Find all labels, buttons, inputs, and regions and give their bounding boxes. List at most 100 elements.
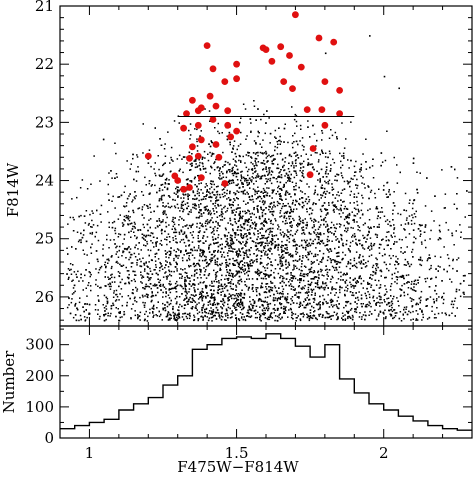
field-star	[349, 309, 352, 311]
field-star	[456, 307, 458, 309]
field-star	[274, 304, 276, 306]
field-star	[240, 280, 243, 283]
field-star	[272, 154, 275, 157]
field-star	[306, 291, 308, 293]
field-star	[121, 304, 124, 307]
field-star	[265, 157, 268, 159]
field-star	[345, 279, 348, 282]
field-star	[421, 259, 423, 262]
field-star	[244, 162, 246, 164]
field-star	[184, 312, 187, 315]
field-star	[140, 249, 142, 251]
field-star	[160, 198, 162, 200]
field-star	[158, 218, 160, 220]
field-star	[257, 242, 259, 245]
field-star	[198, 302, 200, 304]
field-star	[178, 231, 181, 234]
field-star	[168, 224, 170, 226]
field-star	[134, 300, 136, 302]
field-star	[264, 245, 267, 247]
field-star	[214, 226, 216, 228]
field-star	[156, 225, 159, 227]
field-star	[285, 263, 287, 266]
field-star	[230, 287, 233, 290]
field-star	[310, 233, 312, 235]
field-star	[198, 311, 201, 313]
field-star	[210, 261, 212, 263]
field-star	[204, 225, 207, 227]
field-star	[343, 224, 345, 227]
field-star	[400, 320, 403, 322]
field-star	[352, 292, 354, 294]
field-star	[321, 139, 323, 141]
field-star	[168, 289, 170, 291]
field-star	[354, 215, 357, 217]
field-star	[182, 259, 184, 262]
field-star	[274, 218, 276, 220]
field-star	[255, 245, 258, 248]
field-star	[191, 162, 193, 165]
field-star	[236, 179, 239, 181]
field-star	[386, 297, 388, 300]
field-star	[396, 312, 398, 314]
field-star	[392, 298, 394, 300]
field-star	[279, 302, 281, 305]
field-star	[97, 309, 99, 311]
field-star	[111, 222, 114, 224]
field-star	[370, 286, 372, 288]
field-star	[236, 168, 239, 171]
field-star	[187, 227, 189, 230]
field-star	[250, 161, 252, 164]
field-star	[362, 176, 364, 179]
field-star	[231, 297, 233, 300]
field-star	[439, 256, 442, 258]
field-star	[263, 301, 266, 303]
field-star	[411, 248, 414, 251]
field-star	[301, 270, 303, 272]
field-star	[336, 260, 338, 263]
field-star	[186, 162, 188, 164]
field-star	[311, 166, 314, 169]
field-star	[367, 226, 369, 228]
field-star	[289, 308, 292, 310]
field-star	[279, 318, 282, 320]
field-star	[203, 281, 205, 283]
field-star	[172, 216, 174, 219]
field-star	[426, 259, 429, 262]
field-star	[114, 207, 116, 209]
field-star	[227, 161, 229, 164]
field-star	[215, 276, 217, 278]
field-star	[215, 275, 218, 277]
field-star	[311, 219, 313, 222]
field-star	[248, 168, 250, 171]
field-star	[189, 277, 191, 279]
field-star	[203, 255, 206, 258]
field-star	[217, 286, 219, 289]
field-star	[329, 169, 332, 172]
field-star	[251, 278, 254, 280]
field-star	[244, 268, 247, 270]
field-star	[110, 267, 113, 270]
field-star	[86, 316, 88, 319]
field-star	[117, 218, 120, 220]
field-star	[226, 235, 228, 237]
field-star	[323, 219, 325, 222]
field-star	[160, 230, 163, 232]
field-star	[255, 198, 258, 200]
field-star	[345, 304, 347, 307]
field-star	[266, 155, 269, 158]
field-star	[280, 275, 282, 277]
field-star	[224, 313, 227, 315]
field-star	[412, 318, 414, 320]
field-star	[162, 164, 164, 167]
field-star	[454, 297, 457, 300]
field-star	[240, 190, 243, 193]
field-star	[173, 205, 176, 207]
field-star	[288, 170, 291, 173]
field-star	[177, 309, 179, 311]
field-star	[240, 243, 242, 245]
field-star	[287, 302, 290, 304]
field-star	[195, 163, 197, 165]
field-star	[198, 199, 200, 202]
field-star	[206, 261, 208, 264]
